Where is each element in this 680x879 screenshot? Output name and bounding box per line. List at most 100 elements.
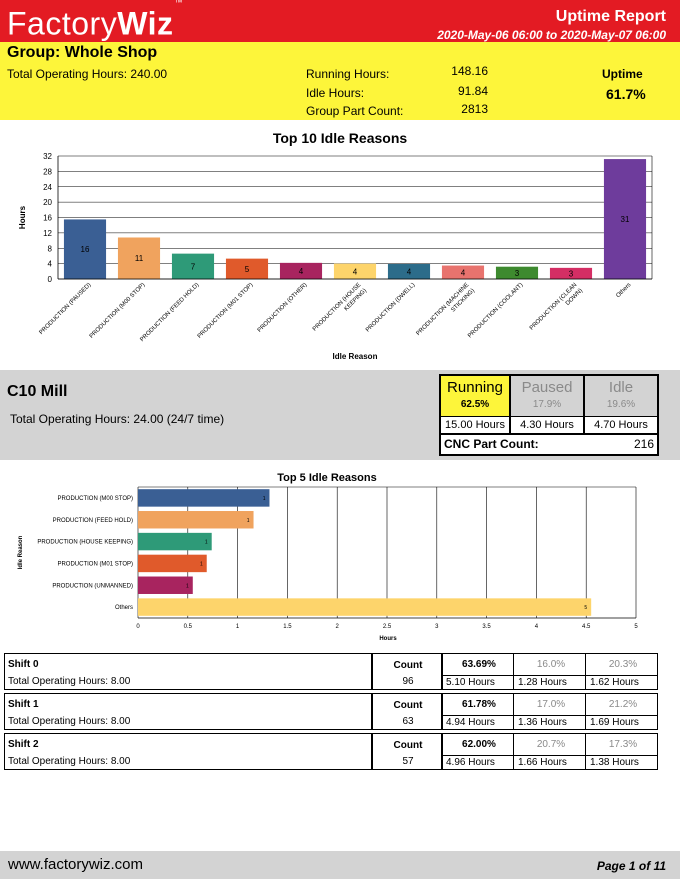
- shift-count-label: Count: [393, 700, 423, 711]
- x-tick-label: 1: [236, 624, 240, 630]
- bar: [138, 489, 270, 507]
- x-tick-label: 2.5: [383, 624, 392, 630]
- idle-percent: 19.6%: [606, 399, 636, 410]
- paused-status-box: Paused 17.9% 4.30 Hours: [511, 374, 585, 435]
- bar: [441, 265, 485, 279]
- shift-paused-percent: 17.0%: [536, 699, 566, 710]
- group-summary: Group: Whole Shop Total Operating Hours:…: [0, 42, 680, 120]
- shift-running-hours: 5.10 Hours: [443, 675, 515, 690]
- bar-value-label: 5: [245, 265, 250, 274]
- shift-name: Shift 2: [8, 739, 39, 750]
- report-date-range: 2020-May-06 06:00 to 2020-May-07 06:00: [437, 28, 666, 42]
- shift-idle-hours: 1.69 Hours: [587, 715, 658, 730]
- bar: [549, 267, 593, 279]
- bar: [138, 598, 592, 616]
- bar-value-label: 1: [186, 583, 189, 589]
- y-tick-label: 32: [43, 152, 52, 161]
- bar-value-label: 4: [353, 267, 358, 276]
- x-tick-label: 3: [435, 624, 439, 630]
- shift-running-percent: 63.69%: [462, 659, 496, 670]
- bar-value-label: 1: [200, 561, 203, 567]
- machine-summary: C10 Mill Total Operating Hours: 24.00 (2…: [0, 370, 680, 460]
- footer-url: www.factorywiz.com: [8, 856, 144, 873]
- group-total-operating-hours: Total Operating Hours: 240.00: [7, 67, 168, 81]
- bar: [138, 554, 207, 573]
- x-tick-label: PRODUCTION (CLEANDOWN): [529, 282, 584, 337]
- shift-paused-percent: 16.0%: [536, 659, 566, 670]
- shift-count-value: 57: [402, 756, 414, 767]
- y-tick-label: PRODUCTION (UNMANNED): [52, 583, 133, 589]
- paused-label: Paused: [521, 379, 573, 396]
- y-tick-label: 0: [48, 275, 53, 284]
- idle-hours-value: 91.84: [457, 84, 488, 98]
- group-part-count-value: 2813: [461, 102, 488, 116]
- x-tick-label: Others: [615, 282, 632, 299]
- running-hours: 15.00 Hours: [441, 416, 509, 433]
- top-5-idle-reasons-chart: Top 5 Idle Reasons 0 0.5 1 1.5 2 2.5 3 3.5 4 4.5 5 H…: [18, 472, 638, 642]
- group-part-count-label: Group Part Count:: [306, 104, 404, 118]
- chart-title: Top 5 Idle Reasons: [277, 472, 376, 484]
- bar-value-label: 3: [569, 269, 574, 278]
- y-tick-label: 16: [43, 214, 52, 223]
- bar-value-label: 7: [191, 262, 196, 271]
- y-tick-label: 12: [43, 229, 52, 238]
- running-hours-label: Running Hours:: [306, 67, 390, 81]
- cnc-part-count: CNC Part Count: 216: [439, 435, 659, 456]
- x-tick-label: PRODUCTION (PAUSED): [39, 282, 93, 336]
- shift-name: Shift 1: [8, 699, 39, 710]
- running-label: Running: [447, 379, 503, 396]
- bar: [138, 576, 193, 594]
- shift-count-label: Count: [393, 740, 423, 751]
- running-percent: 62.5%: [460, 399, 490, 410]
- machine-total-operating-hours: Total Operating Hours: 24.00 (24/7 time): [10, 412, 225, 426]
- bar: [387, 264, 431, 279]
- x-tick-label: 0: [136, 624, 140, 630]
- bar: [138, 511, 254, 529]
- factorywiz-logo: FactoryWiz™: [7, 0, 183, 42]
- y-tick-label: PRODUCTION (FEED HOLD): [53, 518, 133, 524]
- machine-title: C10 Mill: [7, 383, 68, 400]
- bar-value-label: 11: [135, 254, 144, 263]
- shift-idle-percent: 17.3%: [608, 739, 638, 750]
- x-tick-label: PRODUCTION (M01 STOP): [197, 282, 255, 340]
- y-axis-label: Hours: [18, 205, 27, 229]
- running-hours-value: 148.16: [451, 64, 488, 78]
- shift-paused-hours: 1.36 Hours: [515, 715, 587, 730]
- x-tick-label: 0.5: [184, 624, 193, 630]
- shift-total-hours: Total Operating Hours: 8.00: [8, 716, 131, 727]
- paused-hours: 4.30 Hours: [511, 416, 583, 433]
- shift-total-hours: Total Operating Hours: 8.00: [8, 756, 131, 767]
- shift-paused-percent: 20.7%: [536, 739, 566, 750]
- bar-value-label: 4: [407, 268, 412, 277]
- bar: [279, 262, 323, 279]
- bar-value-label: 31: [621, 215, 630, 224]
- x-tick-label: PRODUCTION (COOLANT): [467, 282, 524, 339]
- x-tick-label: 5: [634, 624, 638, 630]
- idle-hours: 4.70 Hours: [585, 416, 657, 433]
- x-tick-label: PRODUCTION (OTHER): [257, 282, 309, 334]
- top-10-idle-reasons-chart: Top 10 Idle Reasons 0 4 8 12 16 20 24 28 32 Hours 1…: [18, 130, 653, 361]
- running-status-box: Running 62.5% 15.00 Hours: [439, 374, 511, 435]
- x-tick-label: 1.5: [283, 624, 292, 630]
- uptime-value: 61.7%: [606, 86, 646, 102]
- x-tick-label: 3.5: [482, 624, 491, 630]
- shift-total-hours: Total Operating Hours: 8.00: [8, 676, 131, 687]
- cnc-part-count-label: CNC Part Count:: [444, 437, 539, 451]
- bar: [138, 532, 212, 551]
- x-tick-label: PRODUCTION (HOUSEKEEPING): [312, 282, 368, 338]
- shift-paused-hours: 1.66 Hours: [515, 755, 587, 770]
- bar-value-label: 1: [263, 496, 266, 502]
- shift-count-value: 96: [402, 676, 414, 687]
- shift-idle-percent: 20.3%: [608, 659, 638, 670]
- shift-name: Shift 0: [8, 659, 39, 670]
- x-tick-label: 4.5: [582, 624, 591, 630]
- bar: [63, 219, 107, 279]
- bar: [495, 266, 539, 279]
- x-axis-label: Idle Reason: [333, 352, 378, 361]
- shift-count-value: 63: [402, 716, 414, 727]
- x-tick-label: PRODUCTION (FEED HOLD): [139, 282, 200, 343]
- y-tick-label: PRODUCTION (HOUSE KEEPING): [37, 540, 133, 546]
- y-tick-label: 4: [48, 260, 53, 269]
- y-tick-label: Others: [115, 605, 133, 611]
- shift-running-percent: 61.78%: [462, 699, 496, 710]
